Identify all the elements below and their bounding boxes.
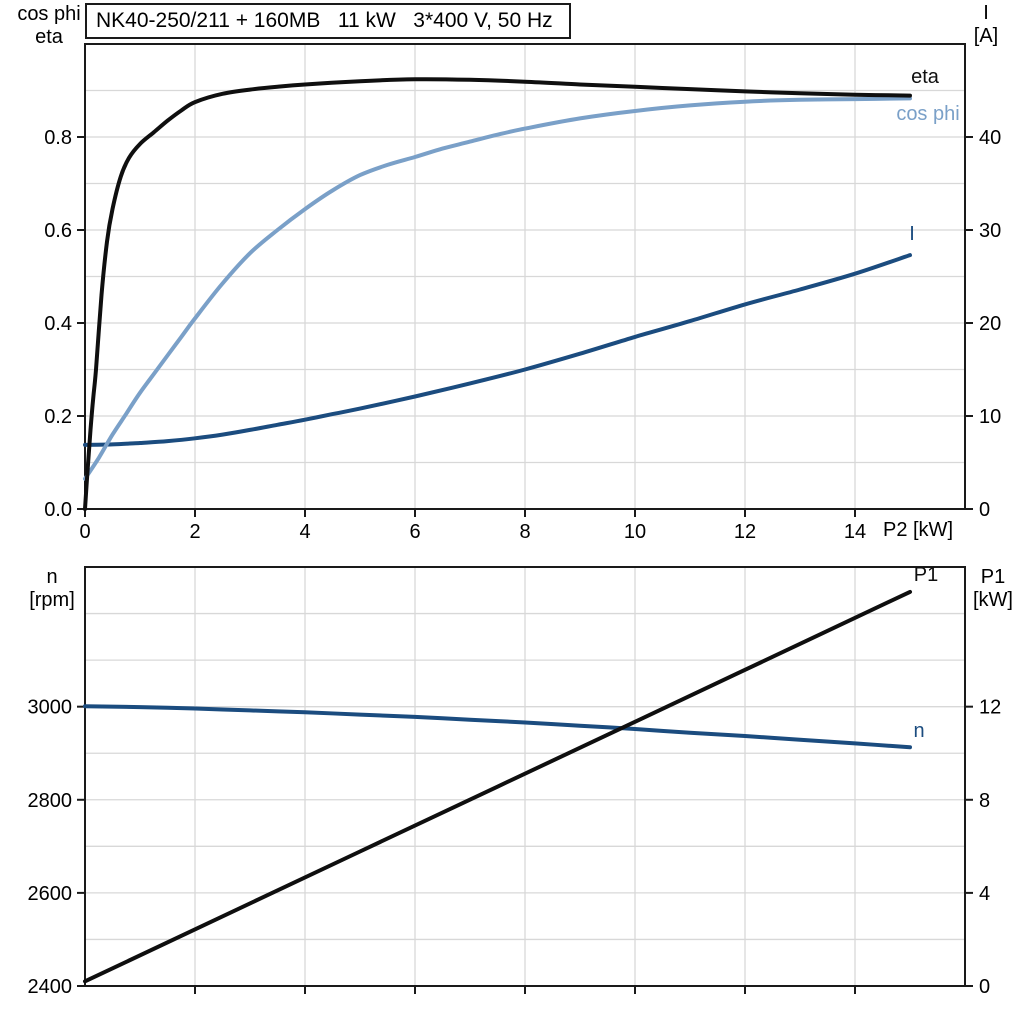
- axis-title-line: [rpm]: [29, 589, 75, 611]
- axis-title-line: cos phi: [17, 3, 81, 25]
- n-curve-label: n: [913, 720, 925, 742]
- cos-phi-curve: [83, 96, 912, 481]
- right-tick-label: 4: [979, 883, 990, 905]
- right-tick-label: 40: [979, 127, 1001, 149]
- eta-curve: [83, 77, 912, 511]
- x-tick-label: 4: [299, 521, 310, 543]
- x-tick-label: 6: [409, 521, 420, 543]
- title-box: NK40-250/211 + 160MB 11 kW 3*400 V, 50 H…: [85, 3, 571, 39]
- left-tick-label: 2600: [28, 883, 73, 905]
- left-tick-label: 2400: [28, 976, 73, 998]
- current-curve-label: I: [909, 223, 915, 245]
- bottom-left-axis-title: n [rpm]: [18, 566, 86, 612]
- chart-group: 2400 2600 2800 3000 0 4 8 12: [28, 566, 1001, 998]
- cosphi-curve-label: cos phi: [896, 103, 960, 125]
- left-tick-label: 0.2: [44, 406, 72, 428]
- left-tick-label: 0.4: [44, 313, 72, 335]
- axis-title-line: eta: [35, 26, 63, 48]
- eta-curve-label: eta: [911, 66, 939, 88]
- n-curve: [83, 704, 912, 750]
- x-tick-label: 8: [519, 521, 530, 543]
- chart-group: 0.0 0.2 0.4 0.6 0.8 0 10 20 30 40 0 2 4 6 8 10 12 14: [44, 43, 1001, 543]
- x-tick-label: 10: [624, 521, 646, 543]
- title-text: NK40-250/211 + 160MB 11 kW 3*400 V, 50 H…: [96, 9, 553, 32]
- top-left-axis-title: cos phi eta: [6, 3, 92, 49]
- x-tick-label: 14: [844, 521, 866, 543]
- left-tick-label: 0.8: [44, 127, 72, 149]
- bottom-right-axis-title: P1 [kW]: [964, 566, 1022, 612]
- axis-title-line: n: [46, 566, 58, 588]
- right-tick-label: 20: [979, 313, 1001, 335]
- right-tick-label: 8: [979, 790, 990, 812]
- axis-title-line: P1: [980, 566, 1006, 588]
- right-tick-label: 0: [979, 976, 990, 998]
- axis-title-line: [A]: [973, 25, 999, 47]
- right-tick-label: 0: [979, 499, 990, 521]
- left-tick-label: 3000: [28, 697, 73, 719]
- I-curve: [83, 253, 912, 447]
- axis-title-line: I: [983, 2, 989, 24]
- left-tick-label: 0.6: [44, 220, 72, 242]
- p1-curve-label: P1: [913, 564, 939, 586]
- left-tick-label: 2800: [28, 790, 73, 812]
- x-tick-label: 12: [734, 521, 756, 543]
- P1-curve: [83, 589, 912, 984]
- right-tick-label: 10: [979, 406, 1001, 428]
- axis-title-line: [kW]: [973, 589, 1013, 611]
- top-right-axis-title: I [A]: [960, 2, 1012, 48]
- x-tick-label: 2: [189, 521, 200, 543]
- x-tick-label: 0: [79, 521, 90, 543]
- right-tick-label: 12: [979, 697, 1001, 719]
- left-tick-label: 0.0: [44, 499, 72, 521]
- x-axis-label-p2: P2 [kW]: [882, 519, 953, 541]
- right-tick-label: 30: [979, 220, 1001, 242]
